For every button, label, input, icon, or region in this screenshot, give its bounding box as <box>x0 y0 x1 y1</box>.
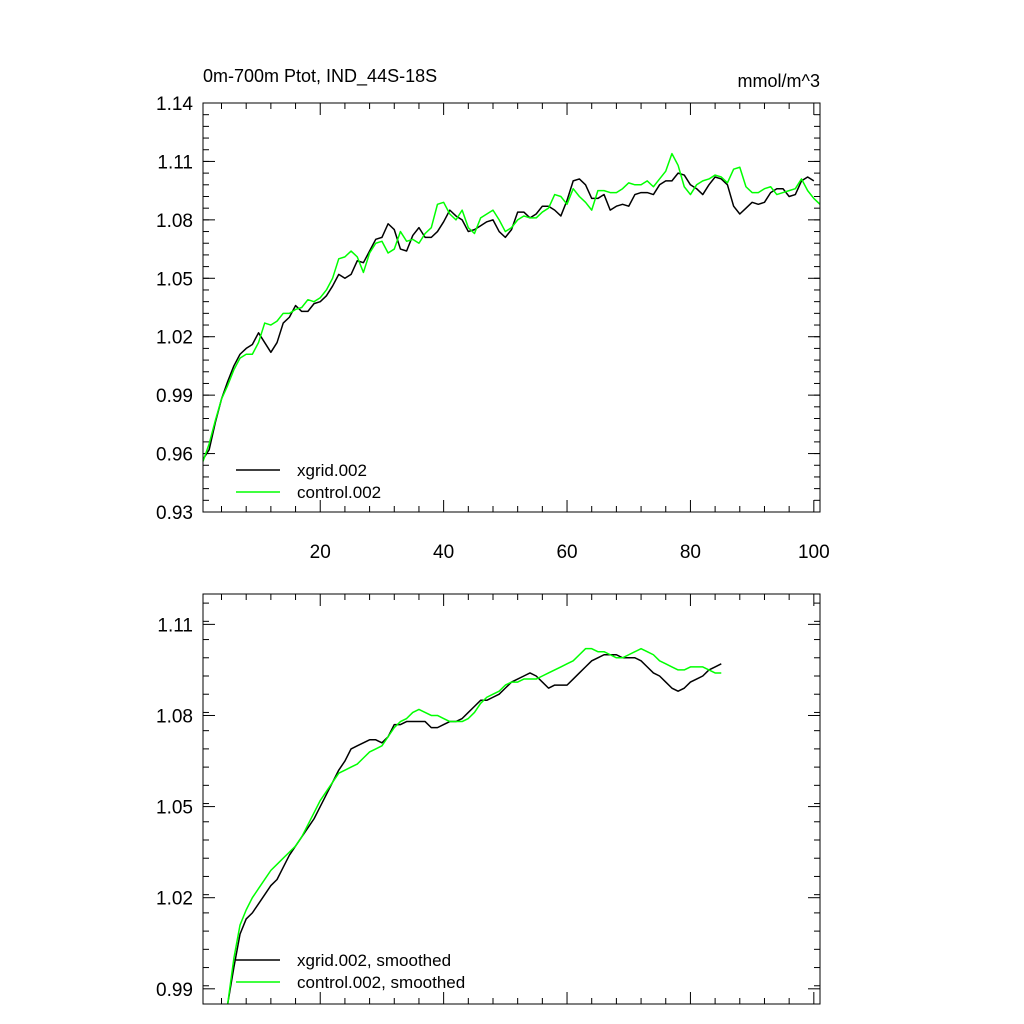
chart-title: 0m-700m Ptot, IND_44S-18S <box>203 66 437 87</box>
y-tick-label: 1.02 <box>156 889 193 910</box>
legend: xgrid.002 control.002 <box>236 461 381 502</box>
y-tick-label: 0.96 <box>156 445 193 466</box>
x-tick-label: 80 <box>680 542 701 563</box>
x-tick-label: 100 <box>798 542 830 563</box>
y-tick-label: 0.99 <box>156 386 193 407</box>
y-tick-label: 0.93 <box>156 503 193 524</box>
x-tick-label: 40 <box>433 542 454 563</box>
panel-smoothed: 0.99 1.02 1.05 1.08 1.11 xgrid.002, smoothed… <box>156 593 821 1005</box>
y-tick-label: 0.99 <box>156 980 193 1001</box>
x-tick-label: 60 <box>556 542 577 563</box>
series-lines <box>202 152 821 462</box>
y-axis-tick-labels: 0.99 1.02 1.05 1.08 1.11 <box>156 615 193 1000</box>
series-line-xgrid <box>202 172 815 460</box>
y-tick-label: 1.11 <box>157 615 193 636</box>
plot-frame <box>202 102 821 513</box>
series-lines <box>226 647 722 1005</box>
legend: xgrid.002, smoothed control.002, smoothe… <box>236 951 465 992</box>
x-axis-tick-labels: 20 40 60 80 100 <box>310 542 830 563</box>
axis-ticks <box>203 594 820 1005</box>
series-line-xgrid <box>226 653 722 1005</box>
units-label: mmol/m^3 <box>738 71 820 91</box>
y-tick-label: 1.11 <box>157 152 193 173</box>
legend-label-xgrid-smoothed: xgrid.002, smoothed <box>297 951 451 970</box>
y-axis-tick-labels: 0.93 0.96 0.99 1.02 1.05 1.08 1.11 1.14 <box>156 94 193 524</box>
series-line-control <box>202 152 821 462</box>
y-tick-label: 1.08 <box>156 706 193 727</box>
y-tick-label: 1.02 <box>156 328 193 349</box>
legend-label-control-smoothed: control.002, smoothed <box>297 973 465 992</box>
x-tick-label: 20 <box>310 542 331 563</box>
series-line-control <box>226 647 722 1005</box>
y-tick-label: 1.14 <box>156 94 193 115</box>
y-tick-label: 1.05 <box>156 269 193 290</box>
y-tick-label: 1.05 <box>156 798 193 819</box>
y-tick-label: 1.08 <box>156 211 193 232</box>
axis-ticks <box>203 102 820 513</box>
legend-label-control: control.002 <box>297 483 381 502</box>
panel-raw: 0m-700m Ptot, IND_44S-18S mmol/m^3 0.930… <box>156 66 830 563</box>
legend-label-xgrid: xgrid.002 <box>297 461 367 480</box>
plot-frame <box>202 593 821 1005</box>
